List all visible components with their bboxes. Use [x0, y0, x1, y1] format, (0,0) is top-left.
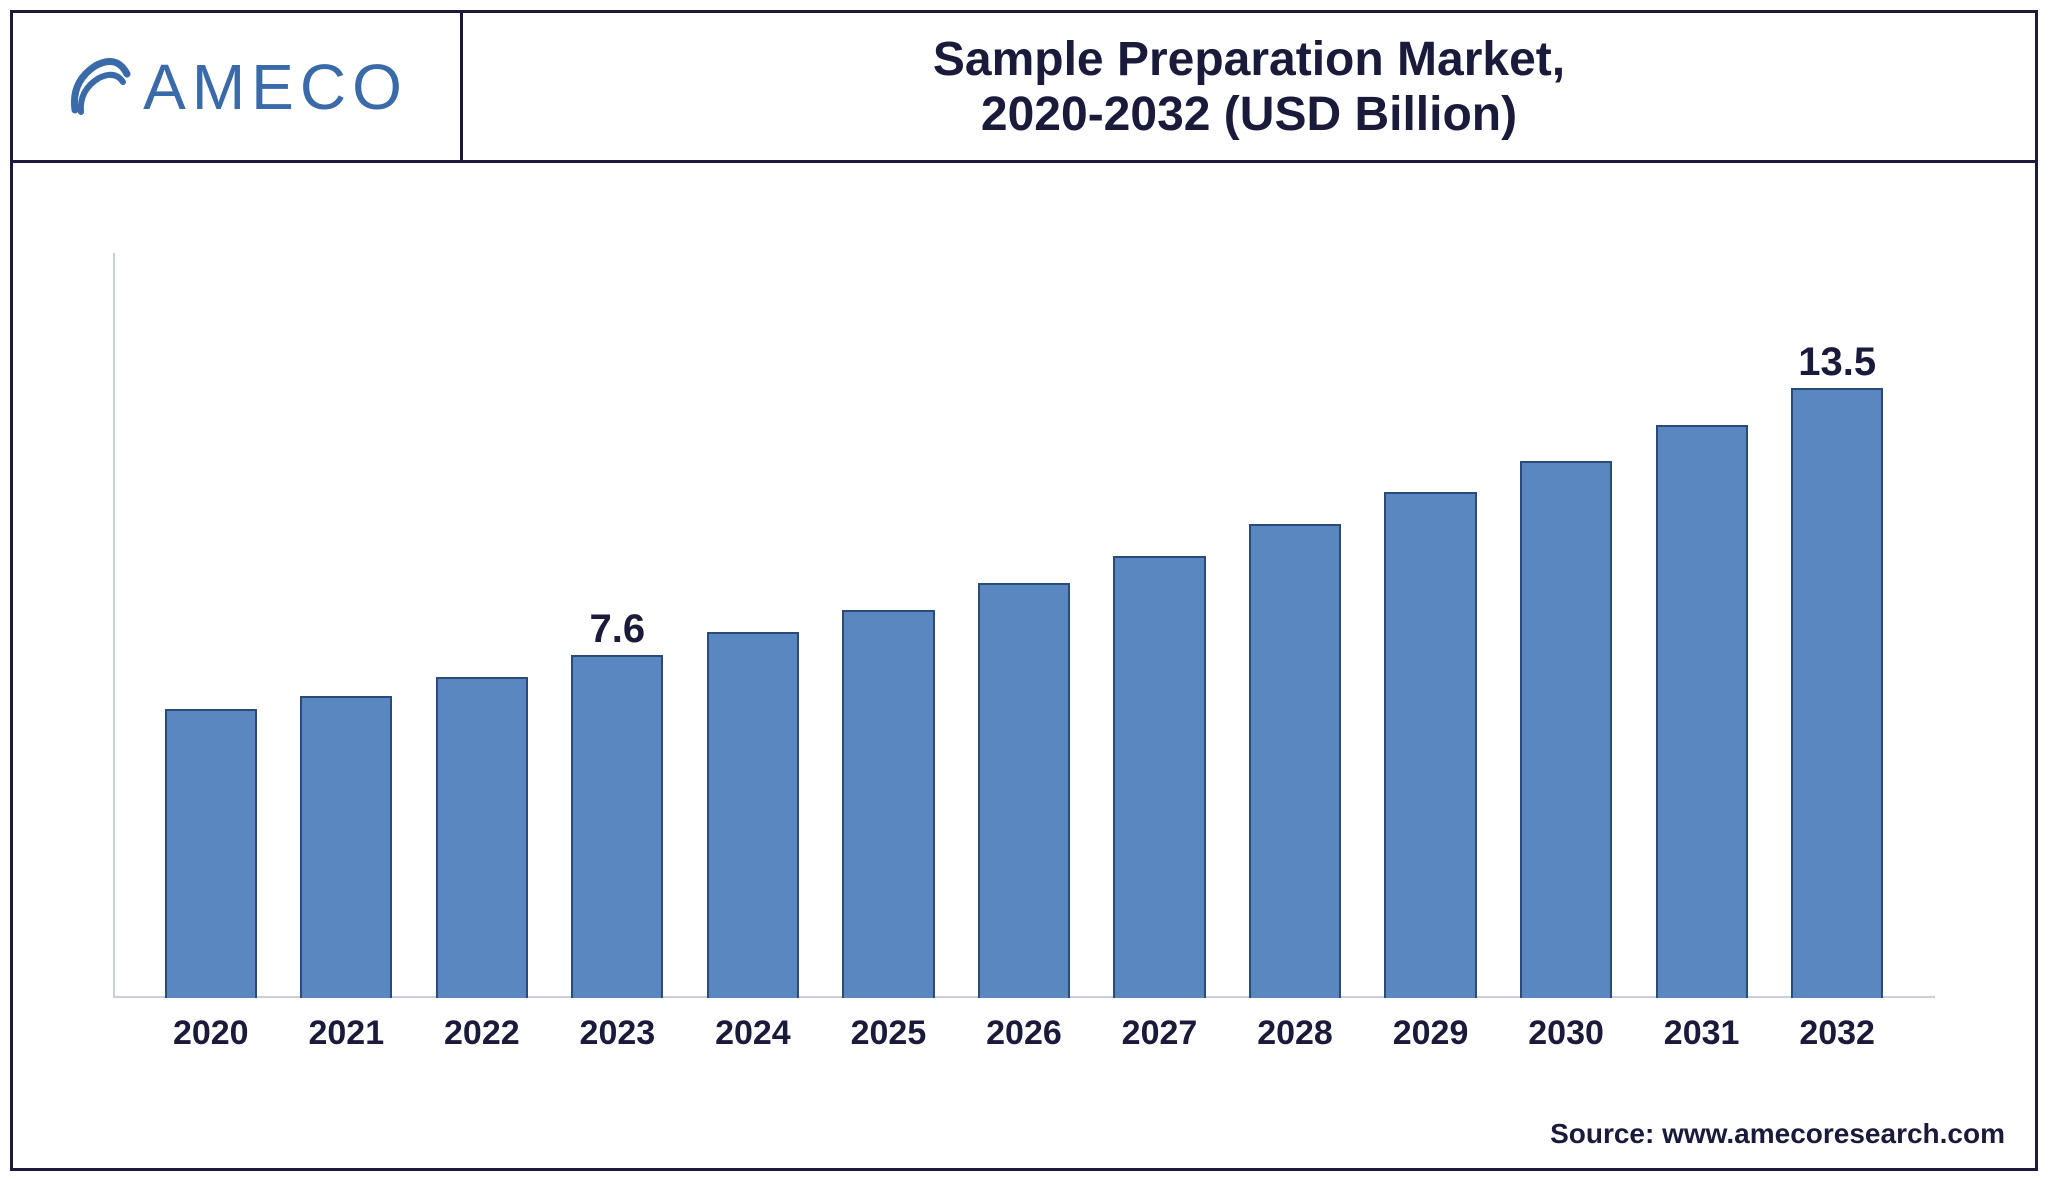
bar-slot: 2020 — [143, 253, 279, 998]
bar — [978, 583, 1070, 998]
bar-slot: 2030 — [1498, 253, 1634, 998]
bar-value-label: 7.6 — [590, 607, 646, 652]
bar-slot: 13.52032 — [1769, 253, 1905, 998]
chart-area: 2020202120227.62023202420252026202720282… — [73, 193, 1975, 1088]
bar: 13.5 — [1791, 388, 1883, 998]
source-attribution: Source: www.amecoresearch.com — [1550, 1118, 2005, 1150]
bar — [707, 632, 799, 998]
bar — [300, 696, 392, 999]
bar — [1656, 425, 1748, 998]
x-tick-label: 2023 — [580, 1014, 656, 1053]
x-tick-label: 2031 — [1664, 1014, 1740, 1053]
x-tick-label: 2021 — [308, 1014, 384, 1053]
x-tick-label: 2024 — [715, 1014, 791, 1053]
bar — [1520, 461, 1612, 998]
plot-region: 2020202120227.62023202420252026202720282… — [113, 253, 1935, 998]
bar-slot: 2029 — [1363, 253, 1499, 998]
bar-slot: 2024 — [685, 253, 821, 998]
x-tick-label: 2027 — [1122, 1014, 1198, 1053]
x-tick-label: 2030 — [1528, 1014, 1604, 1053]
bar-slot: 2025 — [821, 253, 957, 998]
x-tick-label: 2022 — [444, 1014, 520, 1053]
x-tick-label: 2026 — [986, 1014, 1062, 1053]
bar-slot: 2021 — [279, 253, 415, 998]
header: AMECO Sample Preparation Market, 2020-20… — [13, 13, 2035, 163]
bars-container: 2020202120227.62023202420252026202720282… — [113, 253, 1935, 998]
x-tick-label: 2028 — [1257, 1014, 1333, 1053]
bar — [1113, 556, 1205, 998]
bar-slot: 2031 — [1634, 253, 1770, 998]
logo-text: AMECO — [143, 50, 408, 124]
bar-slot: 7.62023 — [550, 253, 686, 998]
x-tick-label: 2032 — [1799, 1014, 1875, 1053]
title-line-2: 2020-2032 (USD Billion) — [463, 87, 2035, 142]
bar — [842, 610, 934, 998]
x-tick-label: 2025 — [851, 1014, 927, 1053]
x-tick-label: 2029 — [1393, 1014, 1469, 1053]
chart-title: Sample Preparation Market, 2020-2032 (US… — [463, 32, 2035, 142]
bar: 7.6 — [571, 655, 663, 998]
x-tick-label: 2020 — [173, 1014, 249, 1053]
ameco-logo: AMECO — [65, 50, 408, 124]
bar-slot: 2028 — [1227, 253, 1363, 998]
bar — [1249, 524, 1341, 998]
bar — [1384, 492, 1476, 998]
bar-value-label: 13.5 — [1798, 340, 1876, 385]
bar — [165, 709, 257, 998]
logo-container: AMECO — [13, 13, 463, 160]
bar-slot: 2026 — [956, 253, 1092, 998]
logo-mark-icon — [65, 52, 135, 122]
bar — [436, 677, 528, 998]
bar-slot: 2027 — [1092, 253, 1228, 998]
chart-frame: AMECO Sample Preparation Market, 2020-20… — [10, 10, 2038, 1171]
bar-slot: 2022 — [414, 253, 550, 998]
title-line-1: Sample Preparation Market, — [463, 32, 2035, 87]
